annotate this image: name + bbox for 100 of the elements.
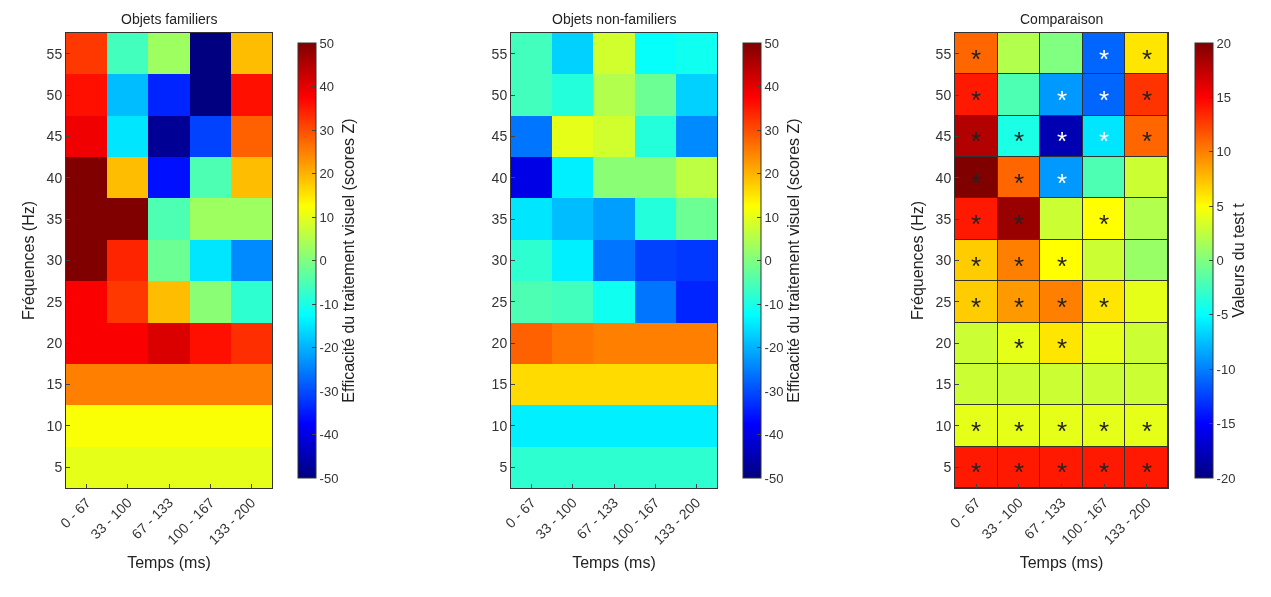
- y-tick-label: 20: [46, 335, 63, 352]
- color-bar-title: Valeurs du test t: [1230, 202, 1248, 318]
- data-label: *: [1014, 333, 1025, 363]
- y-tick-label: 15: [491, 376, 508, 393]
- color-bar-label: 40: [764, 79, 780, 95]
- color-bar-label: 30: [764, 122, 780, 138]
- y-tick-label: 5: [943, 459, 952, 476]
- data-label: *: [1099, 416, 1110, 446]
- color-bar-label: 0: [1216, 253, 1224, 269]
- data-label: *: [1014, 126, 1025, 156]
- data-label: *: [1142, 44, 1153, 74]
- color-bar-label: 10: [1216, 144, 1232, 160]
- data-label: *: [1057, 457, 1068, 487]
- data-label: *: [1099, 209, 1110, 239]
- color-bar-label: 50: [319, 35, 335, 51]
- y-tick-label: 40: [935, 169, 952, 186]
- y-tick-label: 25: [935, 293, 952, 310]
- data-label: *: [1099, 126, 1110, 156]
- y-tick-label: 55: [935, 45, 952, 62]
- chart-title: Objets familiers: [121, 11, 218, 27]
- data-label: *: [1057, 333, 1068, 363]
- data-label: *: [1057, 251, 1068, 281]
- color-bar-label: 10: [319, 209, 335, 225]
- color-bar-label: 10: [764, 209, 780, 225]
- data-label: *: [1057, 292, 1068, 322]
- color-bar-label: 20: [319, 166, 335, 182]
- y-axis-title: Fréquences (Hz): [19, 200, 37, 321]
- y-tick-label: 10: [46, 417, 63, 434]
- y-tick-label: 35: [935, 211, 952, 228]
- data-label: *: [1014, 251, 1025, 281]
- color-bar-title: Efficacité du traitement visuel (scores Z): [340, 118, 358, 403]
- color-bar-label: -50: [764, 470, 784, 486]
- data-label: *: [971, 416, 982, 446]
- color-bar-label: -10: [764, 296, 784, 312]
- color-bar-label: -40: [319, 427, 339, 443]
- y-tick-label: 50: [491, 86, 508, 103]
- data-label: *: [1014, 416, 1025, 446]
- data-label: *: [1099, 457, 1110, 487]
- data-label: *: [971, 457, 982, 487]
- data-label: *: [1014, 168, 1025, 198]
- data-label: *: [1014, 457, 1025, 487]
- y-tick-label: 55: [46, 45, 63, 62]
- color-bar-label: 30: [319, 122, 335, 138]
- y-axis-title: Fréquences (Hz): [908, 200, 926, 321]
- y-tick-label: 20: [935, 335, 952, 352]
- y-tick-label: 15: [46, 376, 63, 393]
- data-label: *: [971, 44, 982, 74]
- data-label: *: [971, 126, 982, 156]
- y-tick-label: 40: [46, 169, 63, 186]
- color-bar-label: 20: [764, 166, 780, 182]
- color-bar-label: 0: [764, 253, 772, 269]
- y-tick-label: 5: [499, 459, 508, 476]
- x-axis-title: Temps (ms): [1019, 554, 1104, 572]
- data-label: *: [1014, 292, 1025, 322]
- y-tick-label: 10: [935, 417, 952, 434]
- data-label: *: [1099, 292, 1110, 322]
- data-label: *: [1142, 85, 1153, 115]
- data-label: *: [1142, 416, 1153, 446]
- color-bar-label: -20: [319, 340, 339, 356]
- y-tick-label: 25: [46, 293, 63, 310]
- data-label: *: [971, 209, 982, 239]
- y-tick-label: 50: [46, 86, 63, 103]
- color-bar-label: 15: [1216, 89, 1232, 105]
- data-label: *: [971, 251, 982, 281]
- data-label: *: [1057, 126, 1068, 156]
- color-bar-label: -15: [1216, 416, 1236, 432]
- y-tick-label: 45: [491, 128, 508, 145]
- data-label: *: [1142, 457, 1153, 487]
- y-tick-label: 5: [54, 459, 63, 476]
- y-tick-label: 55: [491, 45, 508, 62]
- color-bar-label: -30: [764, 383, 784, 399]
- y-tick-label: 30: [935, 252, 952, 269]
- y-tick-label: 45: [935, 128, 952, 145]
- data-label: *: [1014, 209, 1025, 239]
- data-label: *: [971, 168, 982, 198]
- color-bar-label: 20: [1216, 35, 1232, 51]
- data-label: *: [1099, 44, 1110, 74]
- color-bar-label: -20: [1216, 470, 1236, 486]
- data-label: *: [1142, 126, 1153, 156]
- color-bar-label: -5: [1216, 307, 1229, 323]
- y-tick-label: 30: [491, 252, 508, 269]
- data-label: *: [971, 292, 982, 322]
- chart-title: Comparaison: [1020, 11, 1104, 27]
- data-label: *: [1057, 168, 1068, 198]
- chart-title: Objets non-familiers: [552, 11, 677, 27]
- data-label: *: [1099, 85, 1110, 115]
- color-bar-label: -10: [319, 296, 339, 312]
- y-tick-label: 20: [491, 335, 508, 352]
- y-tick-label: 10: [491, 417, 508, 434]
- color-bar-label: 40: [319, 79, 335, 95]
- data-label: *: [971, 85, 982, 115]
- color-bar-label: -20: [764, 340, 784, 356]
- data-label: *: [1057, 416, 1068, 446]
- x-axis-title: Temps (ms): [127, 554, 211, 572]
- y-tick-label: 45: [46, 128, 63, 145]
- y-tick-label: 35: [46, 211, 63, 228]
- data-label: *: [1057, 85, 1068, 115]
- color-bar-label: -40: [764, 427, 784, 443]
- color-bar-label: 50: [764, 35, 780, 51]
- y-tick-label: 35: [491, 211, 508, 228]
